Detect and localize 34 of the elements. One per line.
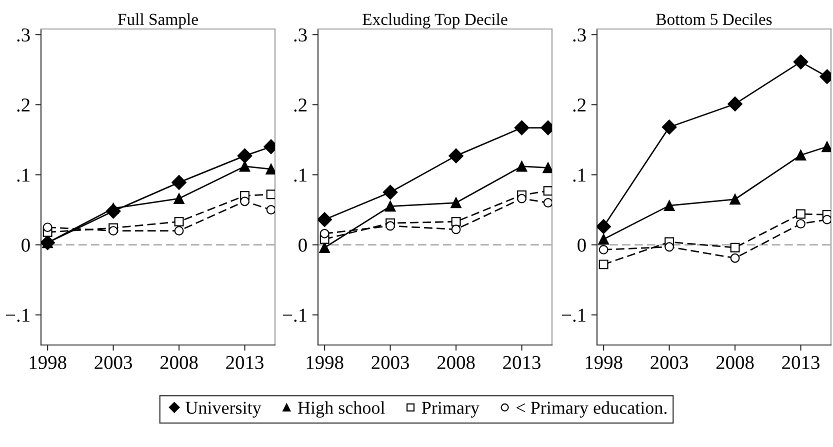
y-tick-label: .3 — [573, 28, 586, 42]
chart-title: Full Sample — [118, 13, 198, 28]
legend-label: High school — [298, 401, 385, 418]
legend-label: < Primary education. — [516, 401, 667, 418]
y-tick-label: .2 — [573, 98, 586, 112]
x-tick-label: 2013 — [503, 356, 540, 370]
x-tick-label: 2013 — [226, 356, 264, 370]
y-tick-label: .1 — [573, 168, 586, 182]
y-tick-label: .1 — [17, 168, 30, 182]
x-tick-label: 2003 — [94, 356, 132, 370]
y-tick-label: .3 — [17, 28, 30, 42]
x-tick-label: 2008 — [437, 356, 475, 370]
y-tick-label: .2 — [294, 98, 307, 112]
y-tick-label: .2 — [17, 98, 30, 112]
y-tick-label: 0 — [22, 238, 30, 252]
y-tick-label: −.1 — [562, 308, 586, 322]
x-tick-label: 2013 — [782, 356, 820, 370]
x-tick-label: 2003 — [372, 356, 409, 370]
y-tick-label: 0 — [298, 238, 307, 252]
chart-title: Excluding Top Decile — [362, 13, 508, 28]
x-tick-label: 1998 — [30, 356, 66, 370]
x-tick-label: 2003 — [650, 356, 688, 370]
y-tick-label: .1 — [294, 168, 306, 182]
y-tick-label: −.1 — [283, 308, 306, 322]
x-tick-label: 1998 — [586, 356, 622, 370]
x-tick-label: 1998 — [306, 356, 344, 370]
x-tick-label: 2008 — [716, 356, 754, 370]
y-tick-label: .3 — [294, 28, 307, 42]
x-tick-label: 2008 — [160, 356, 198, 370]
y-tick-label: −.1 — [6, 308, 30, 322]
legend-label: Primary — [422, 402, 480, 418]
y-tick-label: 0 — [578, 238, 586, 252]
chart-title: Bottom 5 Deciles — [656, 13, 772, 25]
legend-label: University — [186, 402, 262, 418]
